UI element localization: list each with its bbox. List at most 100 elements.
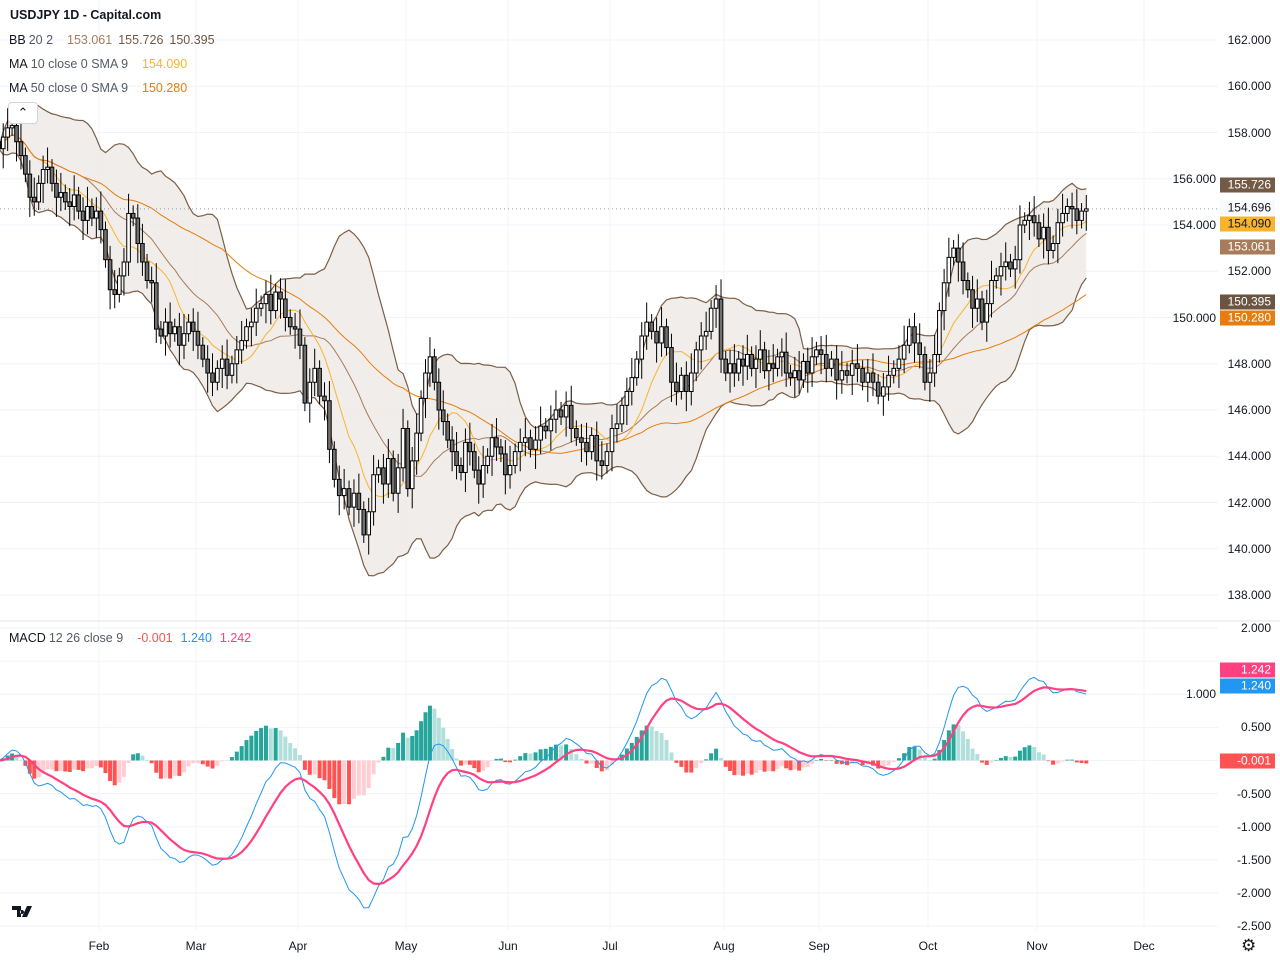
candle — [31, 177, 37, 216]
macd-histogram-bar — [191, 760, 196, 764]
macd-histogram-bar — [472, 760, 477, 769]
legend-macd[interactable]: MACD 12 26 close 9 -0.001 1.240 1.242 — [9, 631, 251, 645]
candle — [604, 443, 610, 474]
candle-body — [215, 367, 220, 383]
candle-body — [984, 303, 990, 323]
candle — [762, 341, 767, 379]
macd-histogram-bar — [719, 757, 724, 761]
macd-histogram-bar — [67, 760, 72, 772]
candle — [210, 353, 215, 397]
candle — [1003, 242, 1009, 281]
candle — [205, 345, 210, 393]
candle — [749, 346, 754, 377]
candle — [103, 221, 108, 268]
macd-histogram-bar — [553, 744, 558, 761]
candle — [283, 279, 288, 332]
candle — [538, 406, 543, 454]
macd-histogram-bar — [922, 756, 927, 761]
macd-axis-label: 2.000 — [1240, 621, 1271, 636]
candle-body — [36, 182, 41, 203]
time-axis-label: Mar — [185, 939, 207, 953]
candle — [249, 308, 254, 347]
candle — [814, 341, 819, 365]
macd-histogram-bar — [186, 760, 191, 767]
time-axis-label: Dec — [1133, 939, 1155, 953]
macd-name: MACD — [9, 631, 46, 645]
candle-body — [770, 363, 776, 369]
price-tag: 150.395 — [1220, 294, 1275, 310]
collapse-legend-button[interactable]: ⌃ — [8, 102, 38, 124]
candle — [49, 159, 55, 192]
candle — [693, 341, 699, 382]
macd-histogram-bar — [41, 760, 46, 774]
candle — [659, 307, 664, 357]
candle-body — [757, 349, 763, 360]
macd-histogram-bar — [94, 760, 99, 767]
candle-body — [23, 155, 28, 175]
legend-ma50[interactable]: MA 50 close 0 SMA 9 150.280 — [9, 81, 187, 95]
macd-pane — [0, 676, 1089, 909]
candle — [1065, 198, 1070, 222]
symbol-title[interactable]: USDJPY 1D - Capital.com — [10, 8, 162, 22]
macd-histogram-bar — [762, 760, 767, 772]
ma50-name: MA — [9, 81, 28, 95]
candle — [860, 360, 865, 391]
tradingview-logo[interactable] — [8, 898, 38, 924]
macd-histogram-bar — [741, 760, 745, 776]
candle — [907, 318, 912, 354]
candle — [140, 223, 145, 276]
ma10-value: 154.090 — [142, 57, 188, 71]
candle — [112, 270, 118, 309]
candle-body — [80, 210, 86, 221]
candle-body — [31, 196, 37, 203]
candle — [736, 351, 741, 382]
candle-body — [258, 303, 264, 309]
candle — [121, 248, 127, 296]
candle-body — [346, 488, 352, 508]
gear-icon[interactable]: ⚙ — [1241, 936, 1257, 955]
candle-body — [244, 326, 249, 342]
ma50-line — [0, 134, 1087, 454]
candle — [0, 141, 2, 150]
legend-bb[interactable]: BB 20 2 153.061 155.726 150.395 — [9, 33, 215, 47]
macd-histogram-bar — [907, 747, 912, 761]
macd-histogram-bar — [779, 760, 784, 767]
candle-body — [762, 349, 767, 372]
price-axis-label: 150.000 — [1172, 310, 1216, 325]
legend-ma10[interactable]: MA 10 close 0 SMA 9 154.090 — [9, 57, 187, 71]
candle-body — [423, 372, 428, 399]
macd-histogram-bar — [745, 760, 750, 774]
macd-histogram-bar — [814, 760, 819, 761]
candle — [770, 344, 776, 383]
candle — [779, 338, 785, 377]
candle-body — [779, 351, 785, 358]
candle — [669, 333, 674, 402]
macd-histogram-bar — [445, 738, 450, 761]
macd-histogram-bar — [634, 736, 639, 761]
macd-histogram-bar — [604, 760, 609, 771]
macd-signal-value: 1.242 — [219, 631, 252, 645]
candle-body — [558, 409, 564, 418]
candle — [400, 408, 406, 482]
time-axis-label: May — [394, 939, 418, 953]
candle-body — [67, 201, 73, 207]
macd-histogram-bar — [784, 760, 789, 769]
macd-histogram-bar — [283, 736, 288, 761]
candle-body — [654, 330, 659, 344]
macd-histogram-bar — [891, 760, 896, 763]
macd-histogram-bar — [327, 760, 332, 789]
candle-body — [210, 372, 215, 383]
candle-body — [951, 247, 956, 258]
candle — [45, 147, 50, 184]
candle — [80, 197, 86, 241]
candle-body — [960, 261, 966, 281]
macd-line-value: 1.240 — [180, 631, 212, 645]
candle — [390, 450, 396, 502]
candle-body — [849, 363, 855, 376]
macd-histogram-bar — [946, 730, 951, 761]
bb-upper-value: 155.726 — [118, 33, 164, 47]
candle-body — [381, 467, 386, 485]
macd-histogram-bar — [263, 725, 268, 761]
candle — [336, 465, 342, 516]
